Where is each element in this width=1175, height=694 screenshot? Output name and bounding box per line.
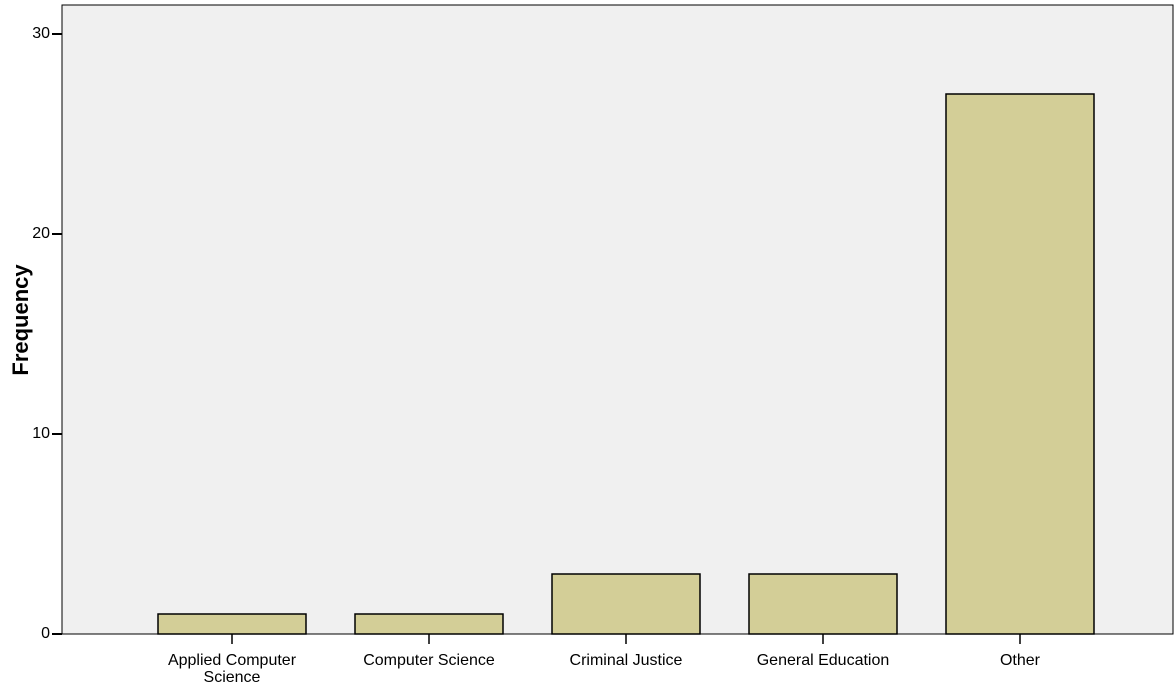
bar [354, 613, 504, 635]
x-tick-label: General Education [756, 652, 890, 669]
x-tick-label: Computer Science [363, 652, 495, 669]
y-tick-label: 0 [41, 625, 50, 642]
bar [157, 613, 307, 635]
x-tick-label: Applied Computer Science [167, 652, 297, 686]
y-tick-label: 20 [32, 225, 50, 242]
x-tick-label: Criminal Justice [569, 652, 683, 669]
y-tick-label: 30 [32, 25, 50, 42]
x-tick-label: Other [999, 652, 1040, 669]
bar [945, 93, 1095, 635]
y-tick-label: 10 [32, 425, 50, 442]
bar [551, 573, 701, 635]
bar [748, 573, 898, 635]
y-axis-label: Frequency [8, 264, 33, 376]
